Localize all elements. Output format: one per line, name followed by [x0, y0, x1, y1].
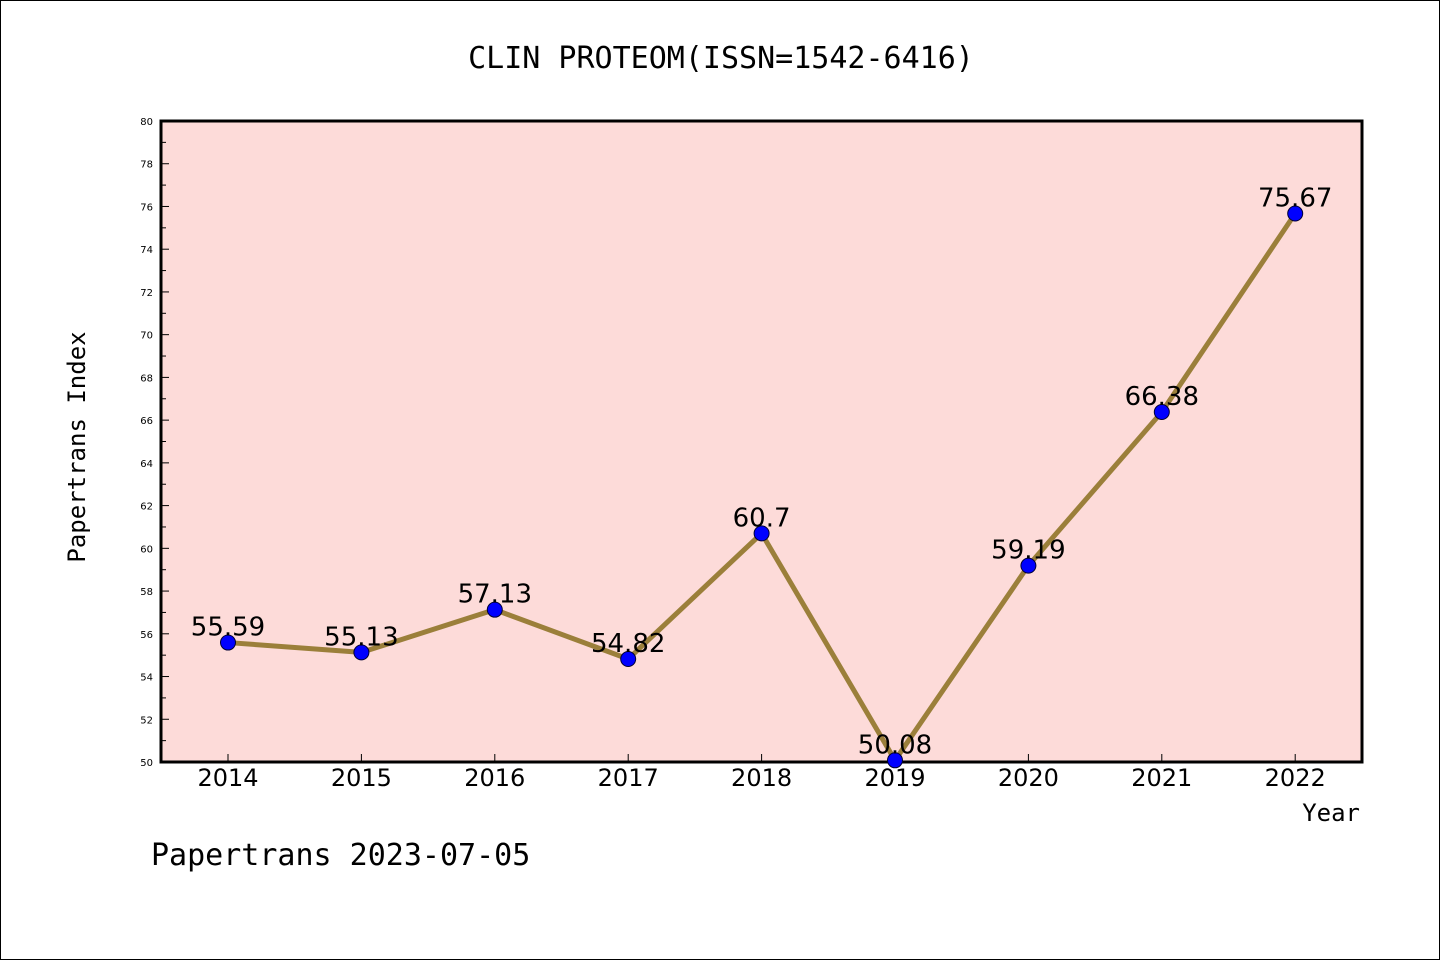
data-label: 59.19: [991, 536, 1065, 566]
data-labels-group: 55.59 55.13 57.13 54.82 60.7 50.08 59.19 66.38 7…: [191, 184, 1333, 761]
y-tick-label: 74: [140, 245, 153, 256]
data-point: [887, 752, 903, 769]
data-point: [620, 651, 637, 668]
x-tick-label: 2022: [1265, 764, 1326, 792]
y-tick-label: 56: [140, 630, 153, 641]
y-tick-label: 76: [140, 202, 153, 213]
y-tick-label: 66: [140, 416, 153, 427]
y-tick-label: 54: [140, 673, 153, 684]
y-tick-label: 68: [140, 373, 153, 384]
data-point: [753, 525, 770, 542]
x-tick-label: 2019: [864, 764, 925, 792]
y-tick-label: 78: [140, 160, 153, 171]
x-tick-label: 2016: [464, 764, 525, 792]
y-tick-label: 52: [140, 715, 153, 726]
x-tick-label: 2015: [331, 764, 392, 792]
y-axis-label: Papertrans Index: [63, 331, 91, 562]
data-label: 75.67: [1258, 184, 1332, 214]
y-axis: 50 52 54 56 58 60 62 64 66 68 70 72 74 76 78 80: [140, 117, 169, 769]
data-point: [1287, 205, 1304, 222]
x-tick-label: 2018: [731, 764, 792, 792]
y-tick-label: 60: [140, 544, 153, 555]
footer-text: Papertrans 2023-07-05: [151, 838, 530, 873]
data-point: [486, 601, 503, 618]
plot-area: [159, 119, 1364, 764]
y-tick-label: 62: [140, 502, 153, 513]
y-tick-label: 70: [140, 331, 153, 342]
x-axis-label: Year: [1302, 799, 1360, 827]
data-point: [1153, 404, 1170, 421]
data-point: [1020, 557, 1037, 574]
data-label: 50.08: [858, 730, 932, 760]
y-tick-label: 58: [140, 587, 153, 598]
x-tick-label: 2021: [1131, 764, 1192, 792]
data-label: 54.82: [591, 629, 665, 659]
y-tick-label: 80: [140, 117, 153, 128]
x-tick-label: 2020: [998, 764, 1059, 792]
data-point: [353, 644, 370, 661]
y-tick-label: 64: [140, 459, 153, 470]
data-label: 66.38: [1125, 382, 1199, 412]
x-axis: 2014 2015 2016 2017 2018 2019 2020 2021 2022: [197, 754, 1326, 792]
x-tick-label: 2017: [598, 764, 659, 792]
x-tick-label: 2014: [197, 764, 258, 792]
chart-title: CLIN PROTEOM(ISSN=1542-6416): [468, 41, 974, 76]
data-label: 60.7: [733, 503, 791, 533]
y-tick-label: 72: [140, 288, 153, 299]
data-label: 55.13: [324, 622, 398, 652]
series-points-group: [220, 205, 1304, 769]
y-tick-label: 50: [140, 758, 153, 769]
data-label: 55.59: [191, 613, 265, 643]
data-label: 57.13: [458, 580, 532, 610]
data-point: [220, 634, 236, 651]
